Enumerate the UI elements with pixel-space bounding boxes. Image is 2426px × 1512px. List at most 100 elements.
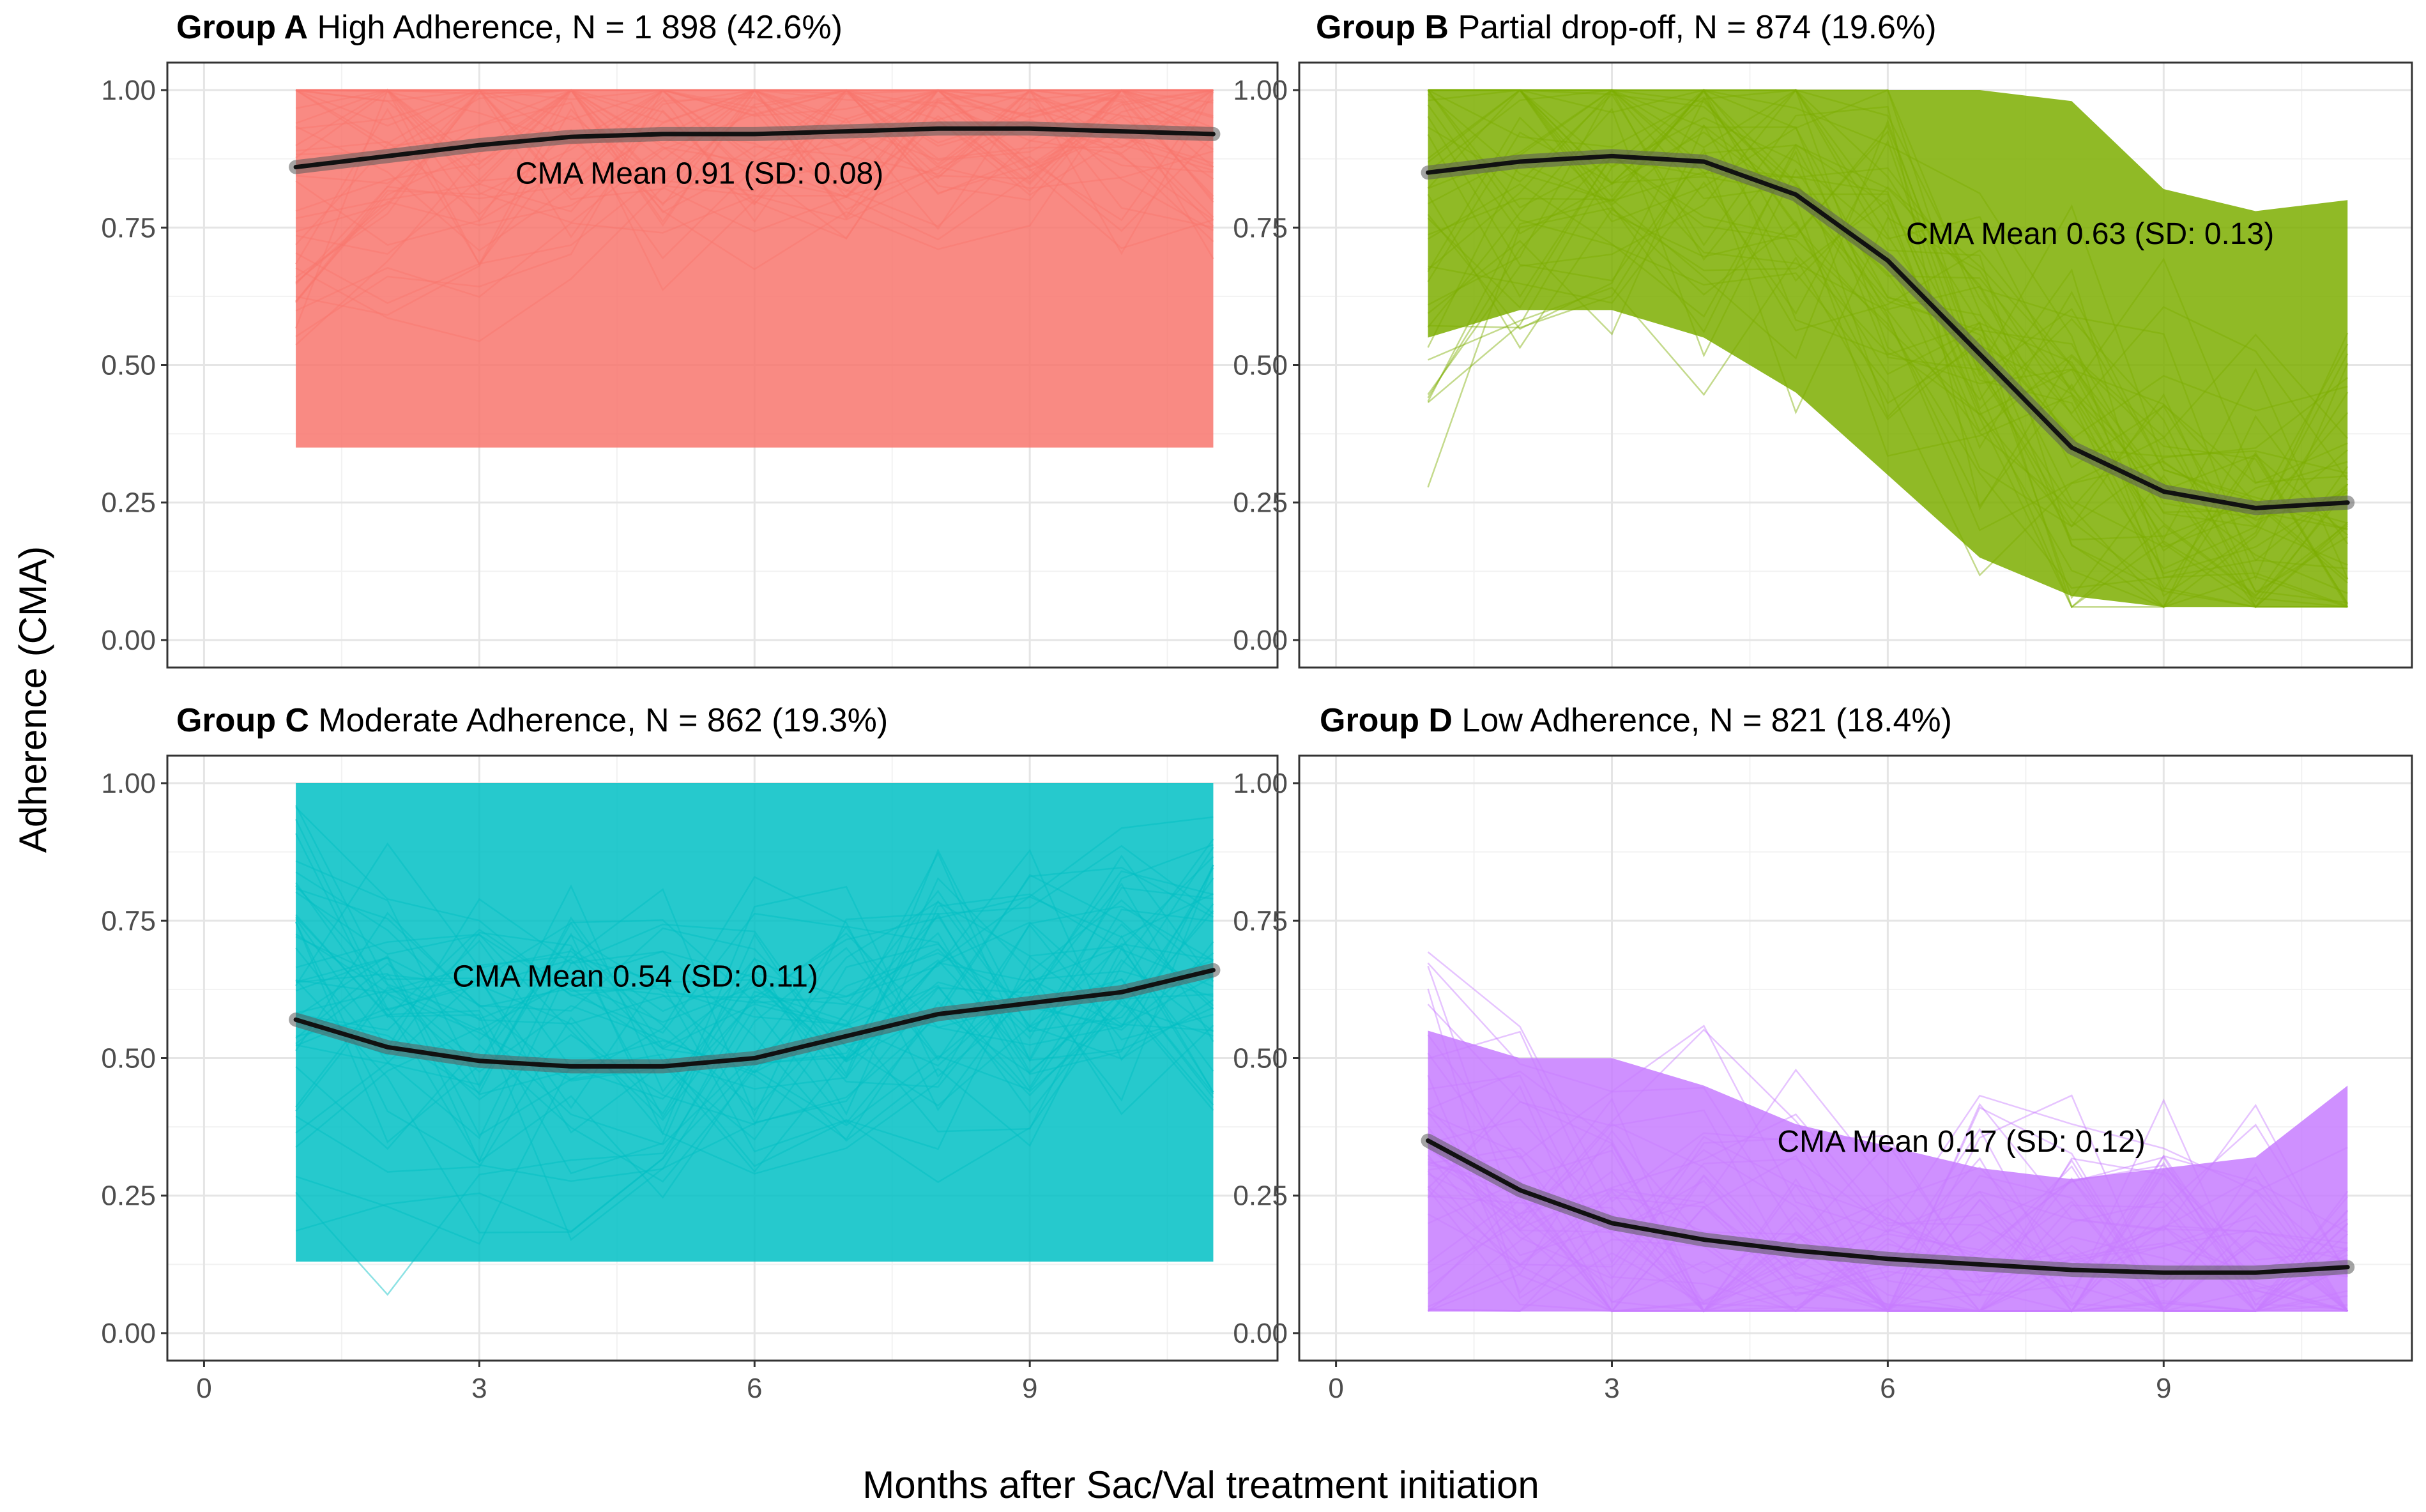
panel-c-mean-curve [293, 968, 1216, 1069]
panel-d-trajectory-line-20 [1427, 1123, 2349, 1313]
panel-c-trajectory-line-33 [295, 849, 1214, 1064]
panel-c: CMA Mean 0.54 (SD: 0.11) 0.00 0.25 0.50 0.75… [101, 702, 1279, 1404]
panel-b-trajectory-line-11 [1428, 89, 2349, 609]
panel-b-trajectory-line-44 [1427, 194, 2349, 606]
panel-d-trajectory-line-44 [1427, 1028, 2349, 1312]
panel-a-trajectory-line-35 [295, 88, 1214, 316]
panel-a-trajectory-line-13 [295, 89, 1214, 130]
panel-c-trajectory-line-22 [295, 882, 1214, 1136]
panel-d-trajectory-line-7 [1427, 1157, 2348, 1290]
panel-d-trajectory-line-13 [1428, 1118, 2348, 1313]
panel-c-trajectory-line-34 [295, 848, 1214, 1175]
panel-a-trajectory-line-1 [295, 89, 1214, 342]
panel-d-trajectory-line-11 [1428, 1252, 2348, 1312]
panel-d-trajectory-line-43 [1427, 962, 2349, 1278]
panel-a-trajectory-line-31 [296, 89, 1214, 156]
panel-d-y-tick-label-3: 0.75 [1233, 905, 1288, 936]
panel-a-trajectory-line-29 [295, 89, 1214, 250]
panel-b-y-tick-label-1: 0.25 [1233, 487, 1288, 519]
panel-d-trajectory-line-16 [1428, 1177, 2348, 1310]
panel-a-trajectory-line-32 [295, 89, 1214, 212]
panel-d-trajectory-line-9 [1427, 1085, 2349, 1313]
panel-c-trajectory-line-4 [295, 851, 1214, 1062]
panel-a-trajectory-band [296, 90, 1214, 448]
panel-b-trajectory-line-37 [1427, 89, 2348, 577]
panel-b-trajectory-line-9 [1428, 147, 2348, 597]
panel-d-trajectory-line-23 [1428, 1142, 2348, 1313]
panel-b-trajectory-line-33 [1428, 89, 2348, 604]
panel-d-mean-curve [1426, 1138, 2350, 1275]
panel-a: CMA Mean 0.91 (SD: 0.08) 0.00 0.25 0.50 0.75… [101, 9, 1279, 669]
panel-d-trajectory-line-5 [1428, 1070, 2349, 1313]
panel-d-trajectory-line-40 [1428, 1129, 2349, 1313]
panel-d-trajectory-line-31 [1427, 1137, 2349, 1312]
panel-c-title-detail: Moderate Adherence, N = 862 (19.3%) [309, 702, 888, 739]
panel-b-mean-curve [1426, 153, 2350, 510]
panel-c-y-tick-label-0: 0.00 [101, 1318, 156, 1349]
panel-b-trajectory-line-14 [1427, 89, 2348, 521]
x-axis-title: Months after Sac/Val treatment initiatio… [862, 1463, 1539, 1506]
panel-a-trajectory-line-41 [295, 89, 1214, 278]
panel-a-trajectory-line-37 [296, 89, 1214, 206]
panel-d-trajectory-line-34 [1427, 1123, 2348, 1312]
panel-a-trajectory-line-4 [295, 89, 1214, 266]
panel-c-trajectory-line-10 [295, 856, 1214, 1119]
panel-a-trajectory-line-2 [295, 89, 1214, 197]
panel-d-trajectory-line-19 [1427, 1191, 2349, 1312]
panel-c-trajectory-line-16 [295, 959, 1214, 1183]
panel-b-trajectory-line-23 [1427, 89, 2348, 593]
panel-d-y-tick-label-4: 1.00 [1233, 768, 1288, 799]
panel-d-trajectory-line-21 [1427, 1103, 2348, 1313]
panel-c-trajectory-line-21 [295, 877, 1214, 1115]
panel-a-trajectories [294, 88, 1214, 346]
panel-b-trajectory-line-8 [1428, 89, 2349, 609]
panel-d-trajectory-line-14 [1427, 1068, 2348, 1312]
panel-b-trajectory-line-18 [1427, 97, 2348, 440]
panel-b-title: Group B Partial drop-off, N = 874 (19.6%… [1316, 9, 1937, 46]
panel-c-trajectory-line-42 [295, 887, 1214, 1140]
panel-d-x-tick-label-0: 0 [1328, 1373, 1343, 1404]
panel-b-y-tick-label-3: 0.75 [1233, 212, 1288, 243]
panel-b-trajectory-line-1 [1428, 89, 2349, 514]
panel-d-trajectory-line-6 [1427, 1101, 2348, 1312]
panel-c-trajectory-line-41 [295, 864, 1214, 1111]
panel-b-trajectory-line-13 [1427, 88, 2349, 608]
panel-a-trajectory-line-38 [295, 89, 1214, 259]
panel-a-trajectory-line-17 [295, 89, 1214, 220]
panel-b-trajectory-line-12 [1428, 89, 2349, 608]
panel-c-x-tick-label-3: 9 [1022, 1373, 1037, 1404]
panel-b-trajectory-line-19 [1427, 93, 2348, 594]
panel-d-y-tick-label-0: 0.00 [1233, 1318, 1288, 1349]
panel-c-trajectory-line-35 [295, 979, 1214, 1141]
panel-c-x-tick-label-0: 0 [196, 1373, 211, 1404]
panel-d-trajectory-line-0 [1428, 1112, 2348, 1313]
panel-a-trajectory-line-12 [295, 89, 1214, 246]
panel-c-y-tick-label-2: 0.50 [101, 1043, 156, 1074]
panel-c-trajectory-line-37 [295, 952, 1214, 1112]
panel-b: CMA Mean 0.63 (SD: 0.13) 0.00 0.25 0.50 0.75… [1233, 9, 2413, 669]
panel-b-title-detail: Partial drop-off, N = 874 (19.6%) [1449, 9, 1937, 46]
panel-a-trajectory-line-8 [296, 89, 1214, 205]
panel-a-trajectory-line-15 [296, 89, 1214, 187]
panel-c-trajectory-line-3 [295, 842, 1214, 1111]
panel-d-trajectories [1427, 951, 2349, 1313]
panel-c-trajectory-line-36 [295, 887, 1214, 1107]
panel-c-y-tick-label-3: 0.75 [101, 905, 156, 936]
panel-b-trajectory-line-24 [1427, 89, 2349, 581]
panel-b-trajectory-line-39 [1427, 89, 2349, 597]
panel-c-trajectory-line-23 [295, 860, 1214, 1089]
panel-b-trajectory-line-27 [1427, 93, 2349, 609]
panel-c-trajectory-line-29 [295, 940, 1214, 1114]
panel-d-trajectory-band [1428, 1030, 2348, 1311]
panel-a-trajectory-line-34 [295, 89, 1214, 220]
panel-c-trajectory-line-44 [295, 947, 1214, 1233]
panel-c-trajectory-line-9 [294, 833, 1214, 1062]
panel-b-trajectory-line-25 [1428, 256, 2349, 603]
panel-c-x-tick-label-1: 3 [471, 1373, 487, 1404]
panel-c-trajectory-line-17 [295, 838, 1214, 1147]
panel-a-trajectory-line-27 [295, 89, 1214, 199]
panel-a-trajectory-line-10 [295, 89, 1214, 303]
panel-c-trajectory-line-11 [295, 893, 1214, 1044]
panel-d-trajectory-line-36 [1427, 1154, 2348, 1312]
panel-b-trajectory-line-32 [1428, 89, 2349, 604]
